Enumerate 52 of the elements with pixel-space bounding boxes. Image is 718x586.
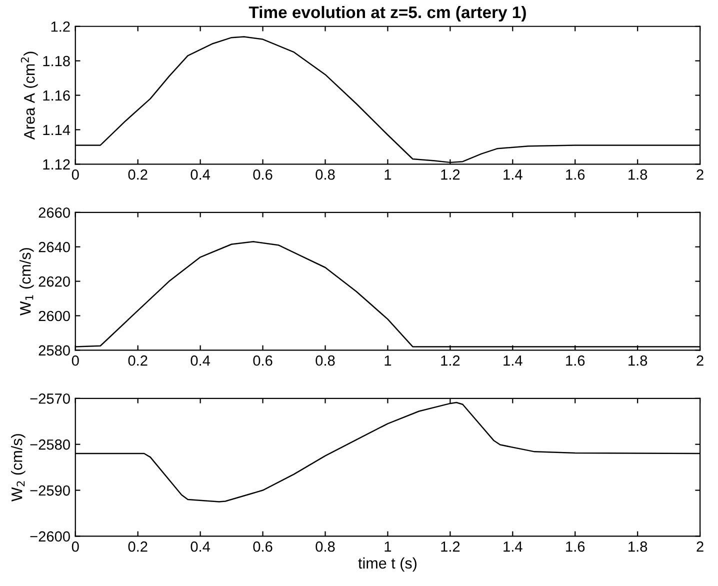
y-tick-label: 2640 bbox=[38, 242, 70, 252]
x-tick-label: 0.6 bbox=[253, 169, 272, 180]
x-tick-label: 2 bbox=[696, 169, 704, 180]
x-tick-label: 0.6 bbox=[253, 355, 272, 366]
x-tick-label: 2 bbox=[696, 355, 704, 366]
x-tick-label: 1.8 bbox=[628, 541, 648, 552]
y-tick-label: −2590 bbox=[30, 485, 70, 496]
x-tick-label: 1.4 bbox=[504, 356, 522, 366]
x-tick-label: 0.8 bbox=[316, 541, 335, 552]
y-tick-label: 2580 bbox=[38, 345, 70, 356]
x-tick-label: 1.4 bbox=[504, 170, 522, 180]
x-tick-label: 0.6 bbox=[253, 541, 272, 552]
x-tick-label: 1.4 bbox=[504, 542, 522, 552]
x-tick-label: 1 bbox=[384, 356, 392, 366]
y-tick-label: −2600 bbox=[30, 531, 70, 542]
x-tick-label: 1.6 bbox=[566, 355, 585, 366]
y-tick-label: 1.2 bbox=[51, 21, 70, 32]
x-tick-label: 1.6 bbox=[566, 169, 585, 180]
x-tick-label: 0 bbox=[72, 355, 79, 366]
y-axis-title: W$_{1}$ (cm/s) bbox=[20, 248, 34, 316]
x-tick-label: 1.2 bbox=[441, 541, 460, 552]
y-tick-label: 2660 bbox=[38, 207, 70, 218]
x-tick-label: 0.2 bbox=[128, 355, 148, 366]
x-tick-label: 0.4 bbox=[190, 541, 210, 552]
chart-title: Time evolution at z=5. cm (artery 1) bbox=[248, 6, 526, 22]
x-tick-label: 0.4 bbox=[190, 355, 210, 366]
x-tick-label: 1 bbox=[384, 170, 392, 180]
x-tick-label: 0.2 bbox=[128, 169, 148, 180]
x-tick-label: 1.2 bbox=[441, 355, 460, 366]
x-tick-label: 0.4 bbox=[190, 169, 210, 180]
y-tick-label: −2570 bbox=[30, 394, 70, 404]
y-tick-label: 1.18 bbox=[43, 56, 70, 66]
x-tick-label: 1.6 bbox=[566, 541, 585, 552]
x-axis-title: time t (s) bbox=[358, 557, 416, 572]
x-tick-label: 1.2 bbox=[441, 169, 460, 180]
y-tick-label: 1.16 bbox=[43, 90, 70, 101]
y-axis-title: W$_{2}$ (cm/s) bbox=[11, 434, 26, 502]
x-tick-label: 0.2 bbox=[128, 541, 148, 552]
x-tick-label: 0.8 bbox=[316, 169, 335, 180]
y-tick-label: 1.12 bbox=[43, 159, 70, 170]
y-tick-label: 1.14 bbox=[43, 124, 70, 135]
x-tick-label: 0 bbox=[72, 169, 79, 180]
y-tick-label: 2600 bbox=[38, 310, 70, 322]
x-tick-label: 1 bbox=[384, 542, 392, 552]
y-axis-title: Area A (cm$^{2}$) bbox=[20, 52, 38, 140]
x-tick-label: 0 bbox=[72, 541, 79, 552]
x-tick-label: 2 bbox=[696, 541, 704, 552]
x-tick-label: 0.8 bbox=[316, 355, 335, 366]
y-tick-label: 2620 bbox=[38, 276, 70, 287]
x-tick-label: 1.8 bbox=[628, 169, 648, 180]
y-tick-label: −2580 bbox=[30, 439, 70, 450]
x-tick-label: 1.8 bbox=[628, 355, 648, 366]
